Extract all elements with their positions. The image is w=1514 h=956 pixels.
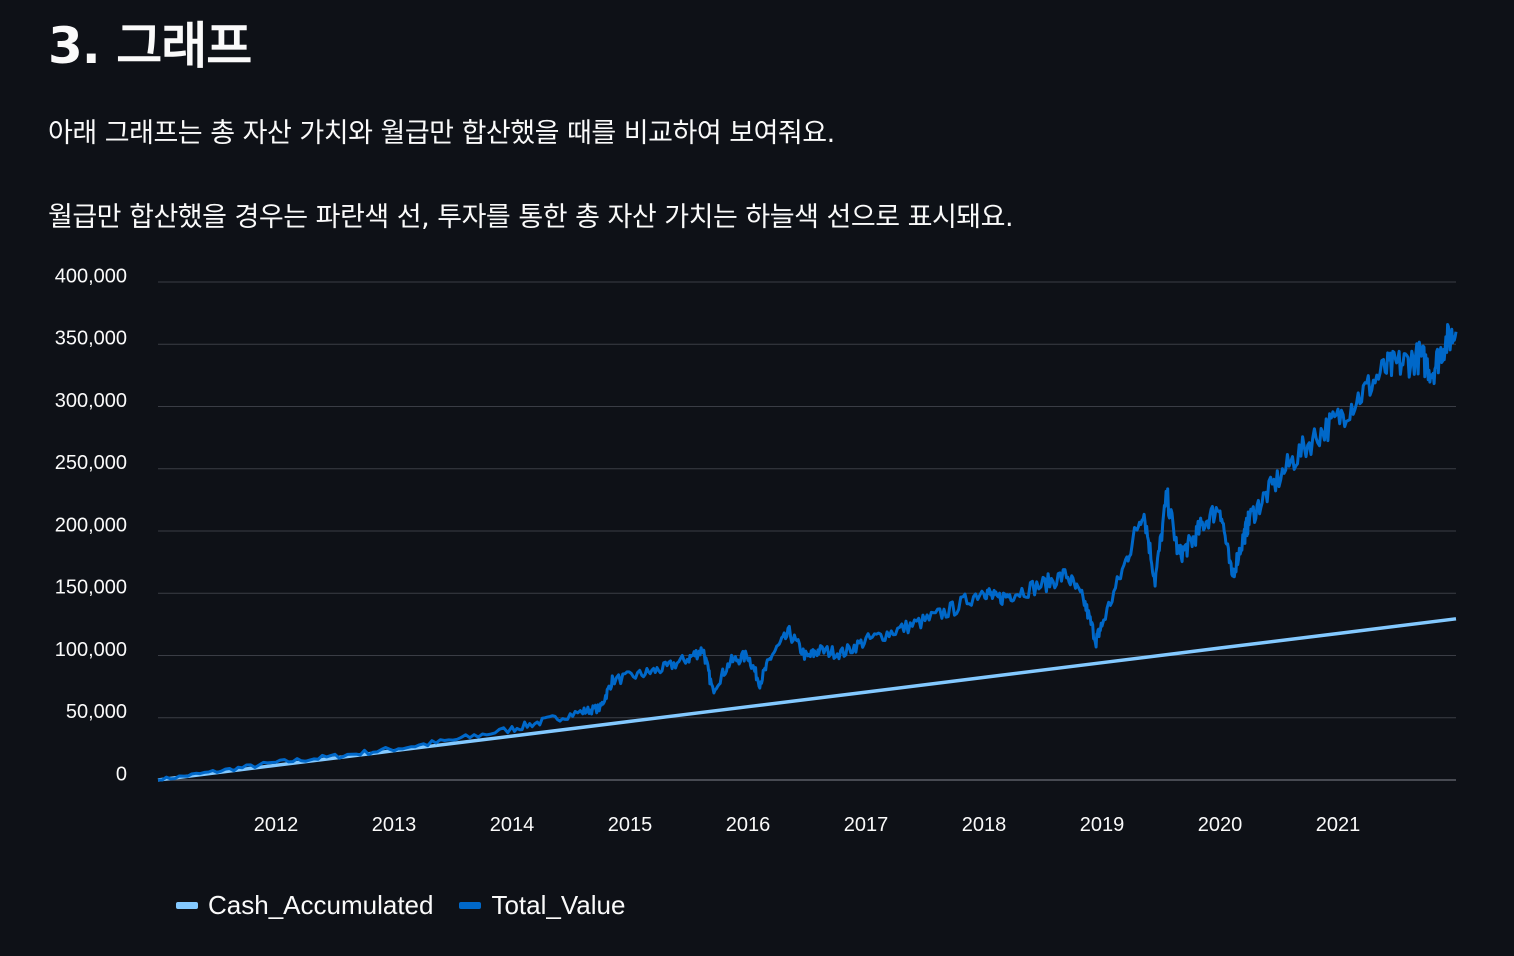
x-tick-label: 2015 (608, 814, 653, 836)
y-axis-ticks: 0 50,000 100,000 150,000 200,000 250,000 300,0… (55, 265, 127, 785)
legend-label-total: Total_Value (491, 890, 626, 920)
gridlines (158, 281, 1456, 781)
x-tick-label: 2020 (1198, 814, 1243, 836)
y-tick-label: 50,000 (66, 701, 127, 723)
series-line-cash-accumulated[interactable] (157, 617, 1457, 782)
series-line-total-value[interactable] (158, 323, 1458, 782)
y-tick-label: 300,000 (55, 390, 127, 412)
x-tick-label: 2012 (254, 814, 299, 836)
description-text-1: 아래 그래프는 총 자산 가치와 월급만 합산했을 때를 비교하여 보여줘요. (48, 118, 835, 149)
y-tick-label: 0 (116, 763, 127, 785)
y-tick-label: 200,000 (55, 514, 127, 536)
y-tick-label: 100,000 (55, 639, 127, 661)
line-chart[interactable]: 0 50,000 100,000 150,000 200,000 250,000 300,0… (0, 0, 1514, 880)
y-tick-label: 250,000 (55, 452, 127, 474)
legend-item-cash[interactable]: Cash_Accumulated (176, 890, 433, 921)
x-axis-ticks: 2012 2013 2014 2015 2016 2017 2018 2019 2020 2021 (254, 814, 1361, 836)
x-tick-label: 2017 (844, 814, 889, 836)
x-tick-label: 2016 (726, 814, 771, 836)
x-tick-label: 2018 (962, 814, 1007, 836)
page-title: 3. 그래프 (48, 17, 252, 75)
legend-label-cash: Cash_Accumulated (208, 890, 434, 920)
y-tick-label: 350,000 (55, 328, 127, 350)
x-tick-label: 2021 (1316, 814, 1361, 836)
x-tick-label: 2014 (490, 814, 535, 836)
legend-swatch-total (459, 902, 482, 909)
x-tick-label: 2013 (372, 814, 417, 836)
x-tick-label: 2019 (1080, 814, 1125, 836)
y-tick-label: 400,000 (55, 265, 127, 287)
series-lines (157, 323, 1458, 782)
y-tick-label: 150,000 (55, 577, 127, 599)
chart-legend: Cash_Accumulated Total_Value (176, 890, 651, 921)
legend-swatch-cash (176, 902, 198, 909)
legend-item-total[interactable]: Total_Value (459, 890, 625, 921)
description-text-2: 월급만 합산했을 경우는 파란색 선, 투자를 통한 총 자산 가치는 하늘색 … (48, 202, 1014, 233)
